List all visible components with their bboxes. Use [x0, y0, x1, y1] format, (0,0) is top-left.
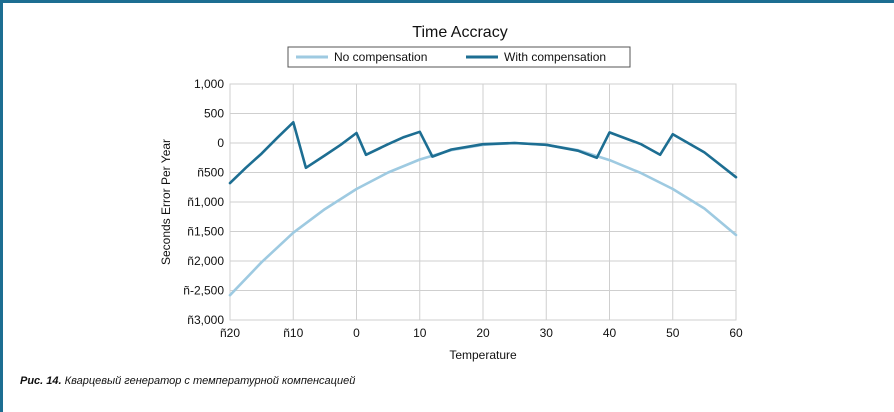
series-lines — [228, 121, 738, 297]
y-tick-label: 1,000 — [194, 77, 224, 91]
caption-text: Кварцевый генератор с температурной комп… — [61, 375, 356, 387]
x-tick-label: 40 — [603, 326, 617, 340]
y-axis-ticks: 1,000 500 0 ñ500 ñ1,000 ñ1,500 ñ2,000 ñ-2,500 ñ3… — [183, 77, 224, 327]
legend-label-with-compensation: With compensation — [504, 50, 606, 64]
x-tick-label: ñ10 — [283, 326, 303, 340]
x-axis-label: Temperature — [449, 348, 517, 362]
figure-caption: Рис. 14. Кварцевый генератор с температу… — [20, 375, 355, 387]
legend-box — [287, 46, 631, 68]
y-tick-label: 500 — [204, 107, 224, 121]
x-axis-ticks: ñ20 ñ10 0 10 20 30 40 50 60 — [220, 326, 743, 340]
y-tick-label: ñ-2,500 — [183, 284, 224, 298]
y-tick-label: 0 — [217, 136, 224, 150]
x-tick-label: 0 — [353, 326, 360, 340]
y-axis-label: Seconds Error Per Year — [159, 139, 173, 265]
y-tick-label: ñ500 — [197, 166, 224, 180]
x-tick-label: 30 — [540, 326, 554, 340]
x-tick-label: 50 — [666, 326, 680, 340]
x-tick-label: 20 — [476, 326, 490, 340]
legend: No compensation With compensation — [287, 46, 631, 68]
y-tick-label: ñ1,000 — [187, 195, 224, 209]
x-tick-label: ñ20 — [220, 326, 240, 340]
y-tick-label: ñ3,000 — [187, 313, 224, 327]
y-tick-label: ñ1,500 — [187, 225, 224, 239]
time-accuracy-chart: Time Accracy No compensation With compen… — [159, 24, 743, 362]
x-tick-label: 10 — [413, 326, 427, 340]
legend-label-no-compensation: No compensation — [334, 50, 427, 64]
chart-title: Time Accracy — [412, 24, 507, 41]
x-tick-label: 60 — [729, 326, 743, 340]
caption-prefix: Рис. 14. — [20, 375, 62, 387]
y-tick-label: ñ2,000 — [187, 254, 224, 268]
series-line-with-compensation — [228, 121, 738, 185]
